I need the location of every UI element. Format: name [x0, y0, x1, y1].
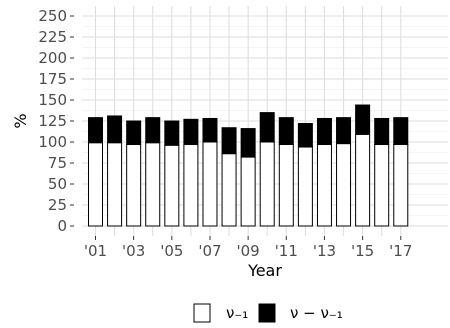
bar-segment-ν − ν₋₁ [297, 123, 313, 148]
x-tick-label: '09 [237, 242, 260, 260]
bar-segment-ν₋₁ [107, 142, 123, 227]
bar-segment-ν₋₁ [393, 144, 409, 227]
bar-segment-ν − ν₋₁ [183, 118, 199, 146]
bar-segment-ν₋₁ [221, 153, 237, 227]
bar-segment-ν₋₁ [355, 133, 371, 227]
bar-segment-ν₋₁ [240, 156, 256, 227]
y-tick-label: 250 [38, 7, 67, 25]
x-axis-title: Year [247, 261, 282, 280]
bar-segment-ν − ν₋₁ [374, 117, 390, 146]
bar-segment-ν − ν₋₁ [259, 112, 275, 143]
bar-segment-ν − ν₋₁ [278, 117, 294, 146]
x-tick-label: '03 [122, 242, 145, 260]
x-axis-ticks: '01 '03 '05 '07 '09 '11 '13 '15 '17 [84, 236, 412, 260]
bar-segment-ν₋₁ [374, 144, 390, 227]
bar-segment-ν₋₁ [297, 146, 313, 227]
bar-segment-ν − ν₋₁ [202, 117, 218, 143]
bar-segment-ν₋₁ [145, 142, 161, 227]
y-tick-label: 175 [38, 70, 67, 88]
legend-label: ν₋₁ [226, 304, 248, 322]
y-tick-label: 75 [48, 154, 67, 172]
x-tick-label: '17 [389, 242, 412, 260]
bar-segment-ν₋₁ [126, 144, 142, 227]
y-tick-label: 50 [48, 175, 67, 193]
bar-segment-ν₋₁ [259, 141, 275, 227]
bar-segment-ν₋₁ [202, 141, 218, 227]
y-tick-label: 0 [57, 217, 67, 235]
x-tick-label: '15 [351, 242, 374, 260]
bars [88, 104, 409, 227]
bar-segment-ν − ν₋₁ [393, 117, 409, 146]
bar-segment-ν − ν₋₁ [126, 120, 142, 146]
y-tick-label: 150 [38, 91, 67, 109]
bar-segment-ν − ν₋₁ [88, 117, 103, 144]
legend-key [258, 303, 276, 323]
bar-segment-ν₋₁ [88, 142, 103, 227]
legend-key [193, 303, 211, 323]
bar-segment-ν − ν₋₁ [355, 104, 371, 135]
bar-segment-ν − ν₋₁ [336, 117, 352, 145]
bar-segment-ν − ν₋₁ [164, 120, 180, 146]
legend: ν₋₁ ν − ν₋₁ [193, 303, 343, 323]
legend-label: ν − ν₋₁ [290, 304, 343, 322]
y-tick-label: 25 [48, 196, 67, 214]
y-axis-ticks: 0 25 50 75 100 125 150 175 200 225 250 [38, 7, 74, 235]
x-tick-label: '13 [313, 242, 336, 260]
bar-segment-ν − ν₋₁ [221, 127, 237, 155]
x-tick-label: '07 [198, 242, 221, 260]
y-tick-label: 200 [38, 49, 67, 67]
bar-segment-ν₋₁ [336, 143, 352, 227]
bar-segment-ν − ν₋₁ [107, 115, 123, 144]
x-tick-label: '11 [275, 242, 298, 260]
y-tick-label: 100 [38, 133, 67, 151]
bar-segment-ν₋₁ [183, 144, 199, 227]
bar-segment-ν − ν₋₁ [145, 117, 161, 144]
bar-segment-ν − ν₋₁ [316, 117, 332, 146]
bar-segment-ν₋₁ [164, 144, 180, 227]
x-tick-label: '01 [84, 242, 107, 260]
x-tick-label: '05 [160, 242, 183, 260]
bar-segment-ν − ν₋₁ [240, 128, 256, 158]
bar-segment-ν₋₁ [316, 144, 332, 227]
bar-segment-ν₋₁ [278, 144, 294, 227]
y-tick-label: 125 [38, 112, 67, 130]
y-tick-label: 225 [38, 28, 67, 46]
y-axis-title: % [11, 113, 30, 128]
